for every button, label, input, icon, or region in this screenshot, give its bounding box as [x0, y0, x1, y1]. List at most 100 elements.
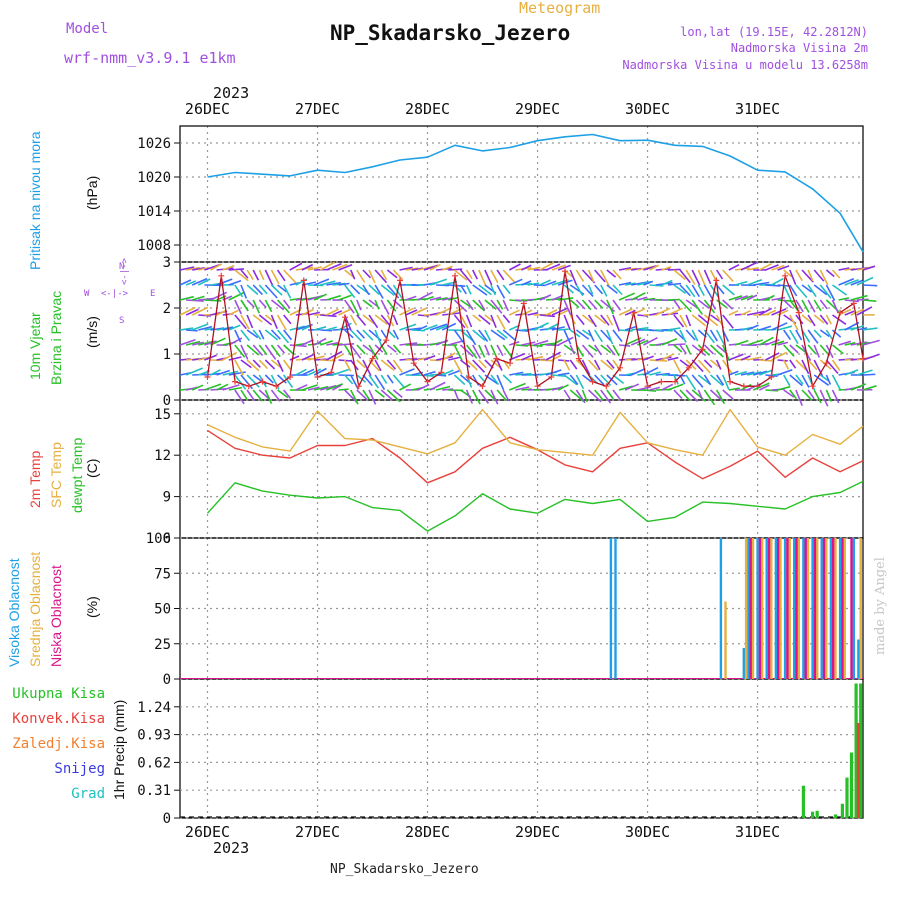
wind-arrow [301, 353, 314, 361]
temp-tick-label: 9 [163, 490, 171, 506]
high-cloud-bar [857, 639, 860, 679]
station-title: NP_Skadarsko_Jezero [330, 21, 571, 45]
sfc-temp-line [207, 409, 864, 456]
wind-arrow [320, 280, 336, 286]
wind-arrow [338, 294, 352, 301]
wind-arrow [197, 278, 211, 286]
wind-arrow [856, 298, 869, 301]
wind-arrow [703, 374, 712, 386]
wind-arrow [204, 299, 222, 302]
wind-tick-label: 2 [163, 301, 171, 317]
wind-arrow [685, 299, 698, 309]
wind-arrow [405, 267, 419, 271]
wind-arrow [679, 299, 692, 313]
wind-speed-marker [232, 378, 239, 385]
wind-speed-marker [740, 383, 747, 390]
wind-arrow [600, 284, 608, 297]
wind-arrow [502, 374, 513, 384]
wind-arrow [283, 299, 291, 309]
wind-arrow [502, 269, 516, 283]
wind-speed-marker [823, 360, 830, 367]
temp-tick-label: 6 [163, 531, 171, 547]
wind-arrow [270, 329, 281, 340]
wind-arrow [380, 299, 390, 315]
wind-arrow [710, 359, 720, 368]
wind-arrow [765, 284, 781, 287]
wind-arrow [819, 314, 829, 325]
model-label: Model [66, 21, 109, 37]
wind-arrow [606, 269, 617, 278]
wind-arrow [862, 339, 880, 346]
wind-arrow [185, 367, 203, 376]
low-cloud-bar [841, 538, 844, 679]
low-cloud-bar [749, 538, 752, 679]
wind-arrow [276, 329, 290, 344]
wind-arrow [606, 329, 614, 345]
wind-arrow [191, 306, 209, 316]
wind-arrow [222, 264, 235, 271]
wind-arrow [338, 343, 355, 346]
wind-arrow [283, 329, 293, 341]
wind-speed-marker [699, 346, 706, 353]
wind-arrow [758, 336, 774, 346]
wind-arrow [832, 344, 844, 355]
wind-arrow [789, 329, 799, 345]
wind-arrow [252, 389, 264, 402]
wind-arrow [496, 284, 506, 299]
wind-arrow [270, 389, 281, 402]
wind-arrow [771, 264, 785, 271]
cloud-tick-label: 25 [154, 637, 171, 653]
wind-arrow [472, 329, 486, 342]
wind-arrow [703, 299, 716, 314]
wind-arrow [783, 284, 792, 301]
wind-arrow [618, 344, 631, 347]
wind-arrow [844, 299, 859, 303]
wind-arrow [801, 299, 810, 313]
precip-conv-label: Konvek.Kisa [12, 711, 105, 727]
wind-arrow [600, 359, 614, 371]
wind-arrow [429, 381, 446, 391]
wind-arrow [423, 355, 436, 361]
wind-arrow [270, 284, 283, 296]
wind-arrow [380, 284, 395, 297]
wind-arrow [350, 299, 360, 317]
total-precip-bar [840, 803, 844, 818]
wind-arrow [844, 369, 859, 376]
wind-arrow [326, 342, 339, 346]
wind-arrow [637, 280, 651, 286]
wind-arrow [508, 309, 520, 316]
wind-arrow [563, 359, 571, 371]
wind-arrow [234, 314, 247, 330]
wind-arrow [405, 309, 418, 316]
temp-tick-label: 12 [154, 448, 171, 464]
wind-arrow [667, 356, 679, 361]
wind-arrow [465, 299, 474, 311]
x-tick-label-bottom: 30DEC [625, 823, 670, 841]
wind-arrow [423, 370, 436, 376]
model-name: wrf-nmm_v3.9.1 e1km [64, 49, 236, 67]
wind-arrow [825, 389, 833, 402]
wind-speed-marker [397, 277, 404, 284]
wind-arrow [252, 314, 263, 323]
total-precip-bar [815, 810, 819, 818]
wind-arrow [386, 299, 397, 312]
wind-arrow [606, 314, 614, 326]
wind-arrow [697, 359, 711, 374]
wind-arrow [307, 266, 322, 271]
wind-arrow [502, 314, 511, 324]
wind-arrow [320, 359, 336, 362]
wind-arrow [216, 278, 233, 286]
wind-arrow [252, 344, 264, 357]
wind-arrow [276, 359, 284, 372]
wind-arrow [697, 269, 706, 286]
wind-arrow [277, 284, 287, 293]
wind-arrow [216, 369, 230, 376]
wind-arrow [313, 278, 330, 286]
wind-arrow [380, 359, 395, 372]
wind-arrow [673, 269, 686, 281]
wind-arrow [442, 388, 454, 391]
wind-arrow [368, 374, 380, 389]
wind-arrow [478, 344, 486, 358]
wind-arrow [563, 284, 574, 294]
wind-arrow [435, 385, 451, 391]
